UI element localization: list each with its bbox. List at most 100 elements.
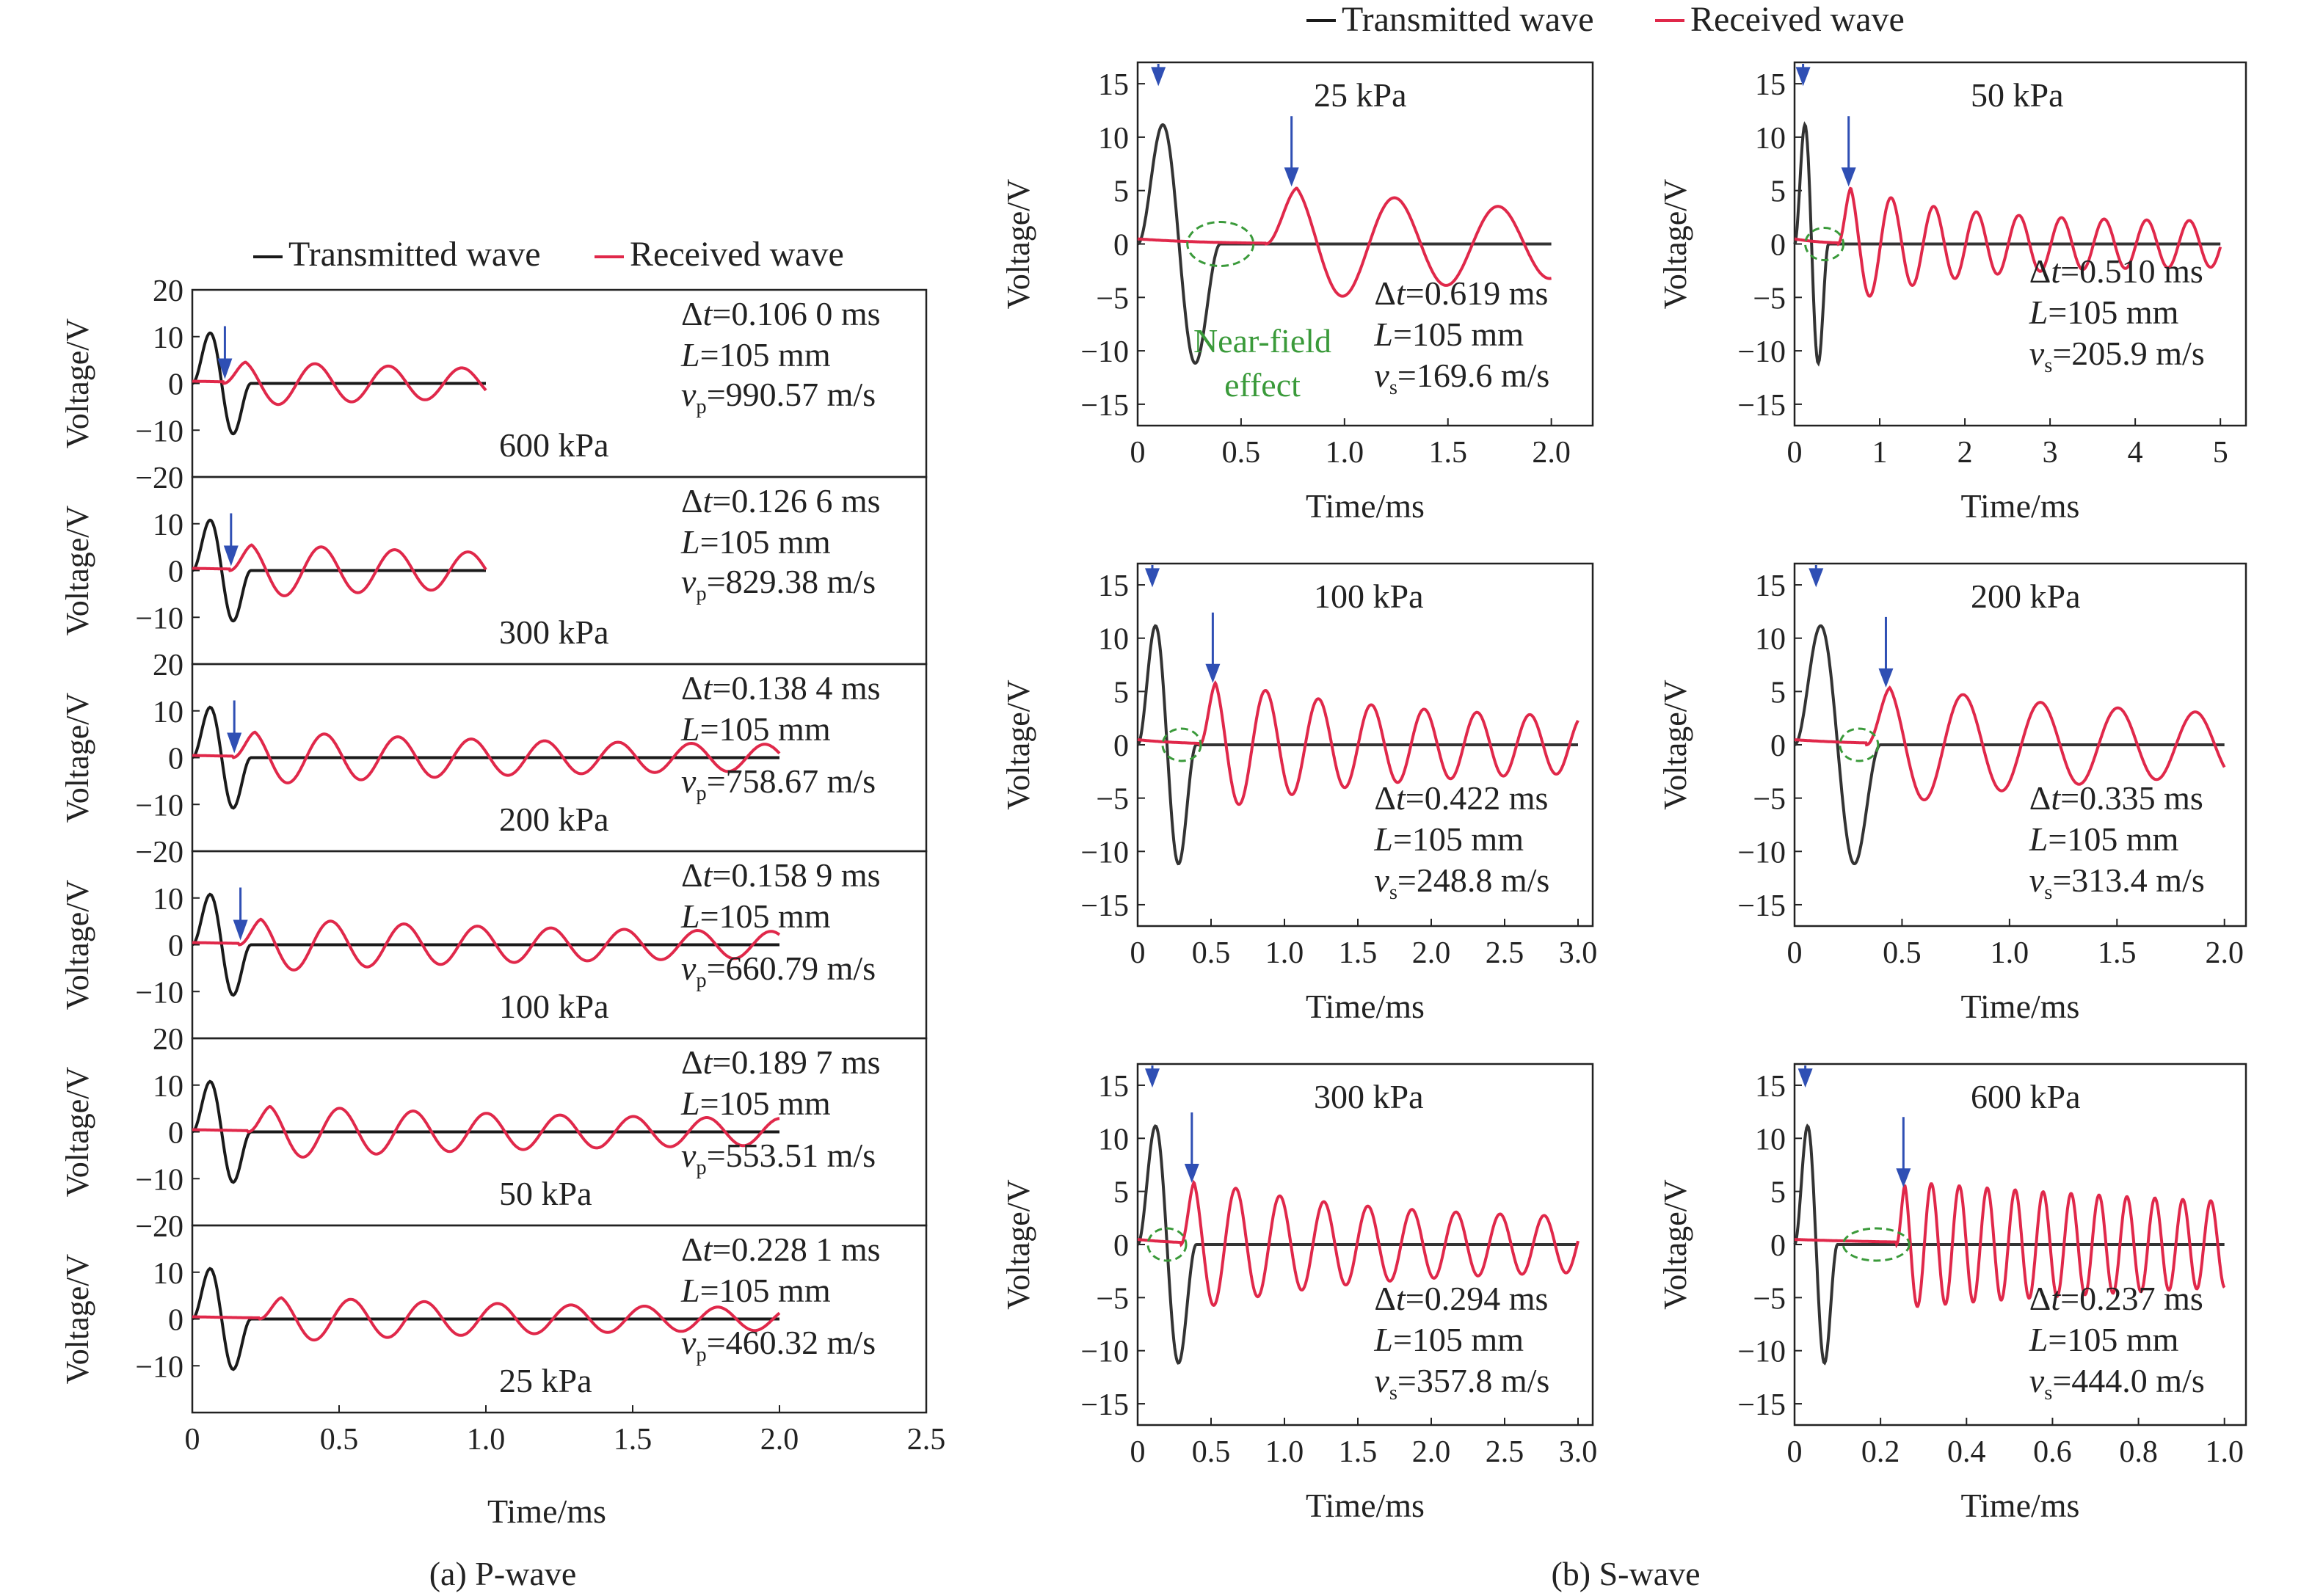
s-xtick-label: 0	[1130, 436, 1146, 470]
s-v-label: vs=313.4 m/s	[2029, 861, 2205, 904]
s-pressure-label: 600 kPa	[1971, 1078, 2081, 1115]
p-pressure-label: 600 kPa	[499, 426, 609, 464]
s-xlabel: Time/ms	[1961, 988, 2080, 1025]
p-transmitted-line	[192, 705, 779, 810]
s-pressure-label: 25 kPa	[1314, 76, 1407, 114]
s-xtick-label: 0.4	[1947, 1435, 1986, 1469]
p-ytick-label: 0	[168, 368, 183, 402]
s-xtick-label: 1.0	[1265, 1435, 1304, 1469]
p-v-label: vp=460.32 m/s	[681, 1324, 876, 1366]
s-xtick-label: 0.6	[2033, 1435, 2072, 1469]
s-xlabel: Time/ms	[1961, 487, 2080, 525]
s-ytick-label: −5	[1753, 282, 1786, 316]
s-xtick-label: 2.0	[1532, 436, 1571, 470]
p-ytick-label: −10	[135, 602, 183, 635]
s-tx-peak-arrow	[1797, 1068, 1813, 1088]
p-transmitted-line	[192, 892, 779, 997]
s-ytick-label: −15	[1737, 1388, 1786, 1422]
s-legend-transmitted-label: Transmitted wave	[1342, 0, 1594, 39]
s-tx-peak-arrow	[1145, 568, 1160, 588]
p-received-line	[192, 360, 487, 407]
s-xtick-label: 1	[1872, 436, 1888, 470]
s-dt-label: Δt=0.510 ms	[2029, 252, 2203, 290]
s-v-label: vs=205.9 m/s	[2029, 335, 2205, 377]
caption-a: (a) P-wave	[429, 1555, 577, 1592]
s-received-line	[1138, 1179, 1579, 1308]
near-field-label-line1: Near-field	[1193, 322, 1331, 360]
p-ytick-label: 0	[168, 930, 183, 963]
s-ytick-label: −15	[1080, 889, 1129, 923]
s-dt-label: Δt=0.237 ms	[2029, 1280, 2203, 1317]
s-xtick-label: 2.0	[2205, 936, 2244, 970]
p-dt-label: Δt=0.126 6 ms	[681, 482, 881, 520]
s-pressure-label: 200 kPa	[1971, 577, 2081, 615]
s-v-label: vs=248.8 m/s	[1374, 861, 1549, 904]
p-ylabel: Voltage/V	[59, 1066, 95, 1197]
s-ytick-label: −5	[1096, 282, 1129, 316]
s-xtick-label: 0.5	[1192, 1435, 1231, 1469]
p-ytick-label: −20	[135, 836, 183, 870]
s-arrival-arrow-head	[1184, 1164, 1199, 1184]
p-ytick-label: 0	[168, 555, 183, 589]
s-xtick-label: 1.5	[1339, 936, 1378, 970]
p-legend: Transmitted wave Received wave	[253, 235, 844, 274]
p-dt-label: Δt=0.158 9 ms	[681, 856, 881, 894]
s-xtick-label: 5	[2213, 436, 2228, 470]
p-xtick-label: 0	[185, 1423, 200, 1457]
s-xtick-label: 1.5	[1428, 436, 1467, 470]
p-pressure-label: 100 kPa	[499, 988, 609, 1025]
s-arrival-arrow-head	[1841, 167, 1856, 187]
s-xtick-label: 0.5	[1883, 936, 1922, 970]
s-ytick-label: 15	[1755, 569, 1786, 603]
s-L-label: L=105 mm	[1373, 820, 1524, 858]
p-v-label: vp=758.67 m/s	[681, 762, 876, 805]
s-arrival-arrow-head	[1896, 1168, 1911, 1188]
p-xtick-label: 1.0	[467, 1423, 506, 1457]
s-pressure-label: 300 kPa	[1314, 1078, 1424, 1115]
s-xtick-label: 2.0	[1412, 1435, 1451, 1469]
s-v-label: vs=444.0 m/s	[2029, 1362, 2205, 1404]
s-L-label: L=105 mm	[2029, 1321, 2179, 1358]
p-v-label: vp=829.38 m/s	[681, 563, 876, 605]
s-xtick-label: 0.2	[1861, 1435, 1900, 1469]
s-dt-label: Δt=0.619 ms	[1374, 274, 1548, 312]
s-ytick-label: 10	[1755, 1123, 1786, 1156]
p-arrival-arrow-head	[217, 358, 233, 379]
p-v-label: vp=990.57 m/s	[681, 376, 876, 418]
s-ytick-label: 0	[1770, 1229, 1786, 1263]
p-ylabel: Voltage/V	[59, 1253, 95, 1384]
s-legend: Transmitted wave Received wave	[1306, 0, 1905, 39]
p-transmitted-line	[192, 1267, 779, 1371]
s-near-field-ellipse	[1842, 1227, 1911, 1262]
s-ytick-label: 10	[1098, 1123, 1129, 1156]
s-ytick-label: 5	[1770, 175, 1786, 209]
s-xtick-label: 2.5	[1486, 936, 1524, 970]
s-ytick-label: −10	[1080, 1336, 1129, 1369]
s-pressure-label: 100 kPa	[1314, 577, 1424, 615]
s-ytick-label: 5	[1770, 1176, 1786, 1210]
s-near-field-ellipse	[1186, 221, 1255, 267]
p-ytick-label: 0	[168, 1304, 183, 1338]
s-xtick-label: 2.0	[1412, 936, 1451, 970]
p-xtick-label: 2.5	[907, 1423, 946, 1457]
s-ytick-label: 0	[1113, 729, 1129, 763]
p-ytick-label: −10	[135, 1163, 183, 1197]
s-ytick-label: 0	[1770, 229, 1786, 263]
s-ytick-label: −10	[1737, 836, 1786, 870]
s-xtick-label: 0	[1130, 1435, 1146, 1469]
caption-b: (b) S-wave	[1551, 1555, 1700, 1592]
s-xtick-label: 3	[2043, 436, 2058, 470]
p-ylabel: Voltage/V	[59, 505, 95, 635]
p-L-label: L=105 mm	[680, 710, 831, 748]
p-wave-chart: 20 10 0 −10 −20 Voltage/V Δt=0.106 0 ms L=105 m…	[59, 274, 945, 1457]
s-pressure-label: 50 kPa	[1971, 76, 2064, 114]
s-ytick-label: −5	[1753, 1282, 1786, 1316]
s-xtick-label: 0.8	[2119, 1435, 2158, 1469]
s-xtick-label: 3.0	[1559, 1435, 1598, 1469]
p-L-label: L=105 mm	[680, 336, 831, 374]
s-ytick-label: 15	[1755, 1070, 1786, 1104]
s-ytick-label: −5	[1096, 1282, 1129, 1316]
p-xlabel: Time/ms	[487, 1493, 606, 1530]
s-xtick-label: 1.0	[2205, 1435, 2244, 1469]
